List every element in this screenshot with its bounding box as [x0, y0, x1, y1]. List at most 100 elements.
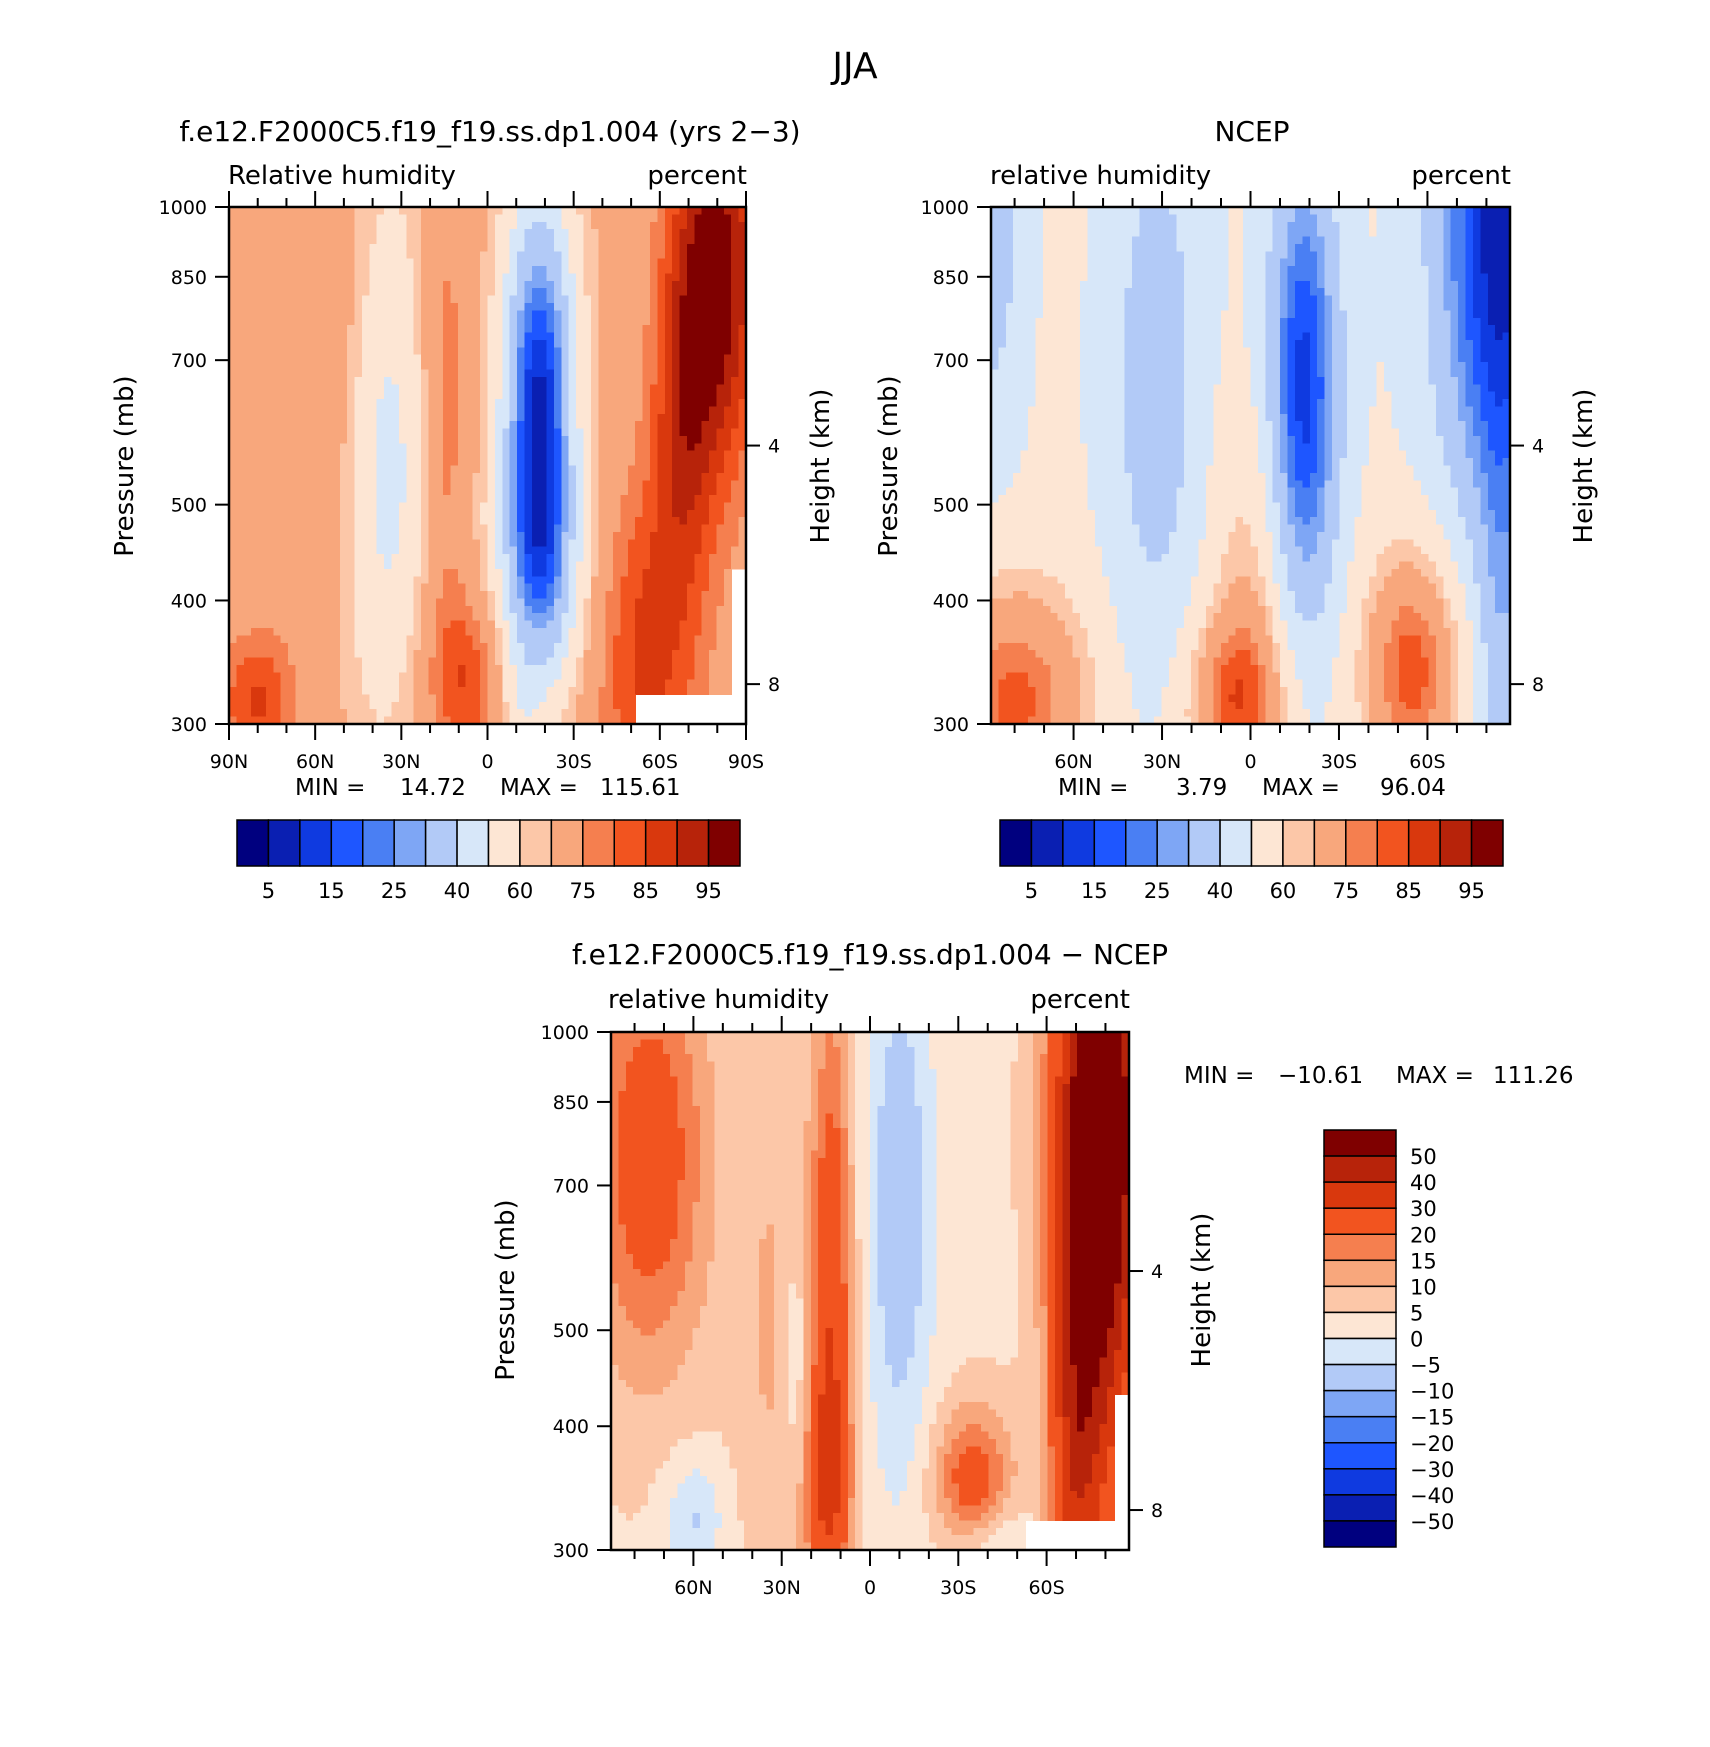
contour-cell	[369, 509, 378, 518]
contour-cell	[384, 554, 393, 563]
contour-cell	[229, 502, 237, 511]
contour-cell	[398, 679, 407, 688]
contour-cell	[649, 598, 658, 607]
contour-cell	[657, 480, 666, 489]
contour-cell	[613, 613, 622, 622]
contour-cell	[1013, 207, 1022, 215]
contour-cell	[443, 273, 452, 282]
contour-cell	[457, 694, 466, 703]
contour-cell	[280, 524, 289, 533]
contour-cell	[664, 435, 673, 444]
contour-cell	[576, 679, 585, 688]
contour-cell	[568, 347, 577, 356]
contour-cell	[317, 347, 326, 356]
contour-cell	[576, 620, 585, 629]
contour-cell	[716, 561, 725, 570]
contour-cell	[620, 391, 629, 400]
contour-cell	[369, 406, 378, 415]
contour-cell	[642, 531, 651, 540]
contour-cell	[546, 421, 555, 430]
contour-cell	[435, 310, 444, 319]
contour-cell	[664, 495, 673, 504]
contour-cell	[605, 207, 614, 215]
contour-cell	[546, 443, 555, 452]
contour-cell	[457, 664, 466, 673]
contour-cell	[480, 472, 489, 481]
contour-cell	[561, 295, 570, 304]
contour-cell	[568, 236, 577, 245]
contour-cell	[723, 531, 732, 540]
contour-cell	[457, 339, 466, 348]
contour-cell	[494, 561, 503, 570]
contour-cell	[391, 694, 400, 703]
contour-cell	[258, 664, 267, 673]
contour-cell	[576, 576, 585, 585]
contour-cell	[361, 435, 370, 444]
contour-cell	[295, 472, 304, 481]
contour-cell	[590, 591, 599, 600]
contour-cell	[332, 635, 341, 644]
contour-cell	[568, 339, 577, 348]
contour-cell	[649, 303, 658, 311]
contour-cell	[679, 480, 688, 489]
contour-cell	[398, 709, 407, 718]
contour-cell	[347, 642, 356, 651]
contour-cell	[480, 716, 489, 725]
contour-cell	[236, 369, 245, 378]
contour-cell	[731, 295, 740, 304]
contour-cell	[709, 642, 718, 651]
contour-cell	[450, 694, 459, 703]
contour-cell	[738, 347, 747, 356]
contour-cell	[561, 480, 570, 489]
contour-cell	[642, 258, 651, 267]
contour-cell	[243, 413, 252, 422]
contour-cell	[295, 524, 304, 533]
contour-cell	[273, 709, 282, 718]
contour-cell	[251, 487, 260, 496]
contour-cell	[332, 613, 341, 622]
contour-cell	[391, 650, 400, 659]
contour-cell	[539, 687, 548, 696]
contour-cell	[672, 243, 681, 252]
contour-cell	[332, 472, 341, 481]
contour-cell	[509, 295, 518, 304]
contour-cell	[354, 687, 363, 696]
contour-cell	[561, 620, 570, 629]
contour-cell	[472, 613, 481, 622]
contour-cell	[494, 369, 503, 378]
contour-cell	[576, 598, 585, 607]
contour-cell	[635, 391, 644, 400]
contour-cell	[517, 531, 526, 540]
contour-cell	[391, 339, 400, 348]
contour-cell	[517, 687, 526, 696]
contour-cell	[539, 236, 548, 245]
contour-cell	[472, 443, 481, 452]
contour-cell	[347, 716, 356, 725]
contour-cell	[251, 694, 260, 703]
contour-cell	[546, 310, 555, 319]
contour-cell	[672, 399, 681, 408]
contour-cell	[738, 354, 747, 363]
contour-cell	[280, 664, 289, 673]
contour-cell	[709, 495, 718, 504]
contour-cell	[509, 214, 518, 223]
contour-cell	[509, 517, 518, 526]
contour-cell	[686, 642, 695, 651]
contour-cell	[435, 524, 444, 533]
contour-cell	[354, 709, 363, 718]
contour-cell	[731, 251, 740, 260]
contour-cell	[679, 583, 688, 592]
contour-cell	[457, 273, 466, 282]
contour-cell	[398, 310, 407, 319]
contour-cell	[450, 369, 459, 378]
contour-cell	[443, 694, 452, 703]
contour-cell	[672, 664, 681, 673]
contour-cell	[524, 465, 533, 474]
contour-cell	[509, 207, 518, 215]
contour-cell	[605, 273, 614, 282]
contour-cell	[679, 266, 688, 275]
contour-cell	[561, 642, 570, 651]
contour-cell	[465, 672, 474, 681]
contour-cell	[391, 509, 400, 518]
contour-cell	[701, 435, 710, 444]
